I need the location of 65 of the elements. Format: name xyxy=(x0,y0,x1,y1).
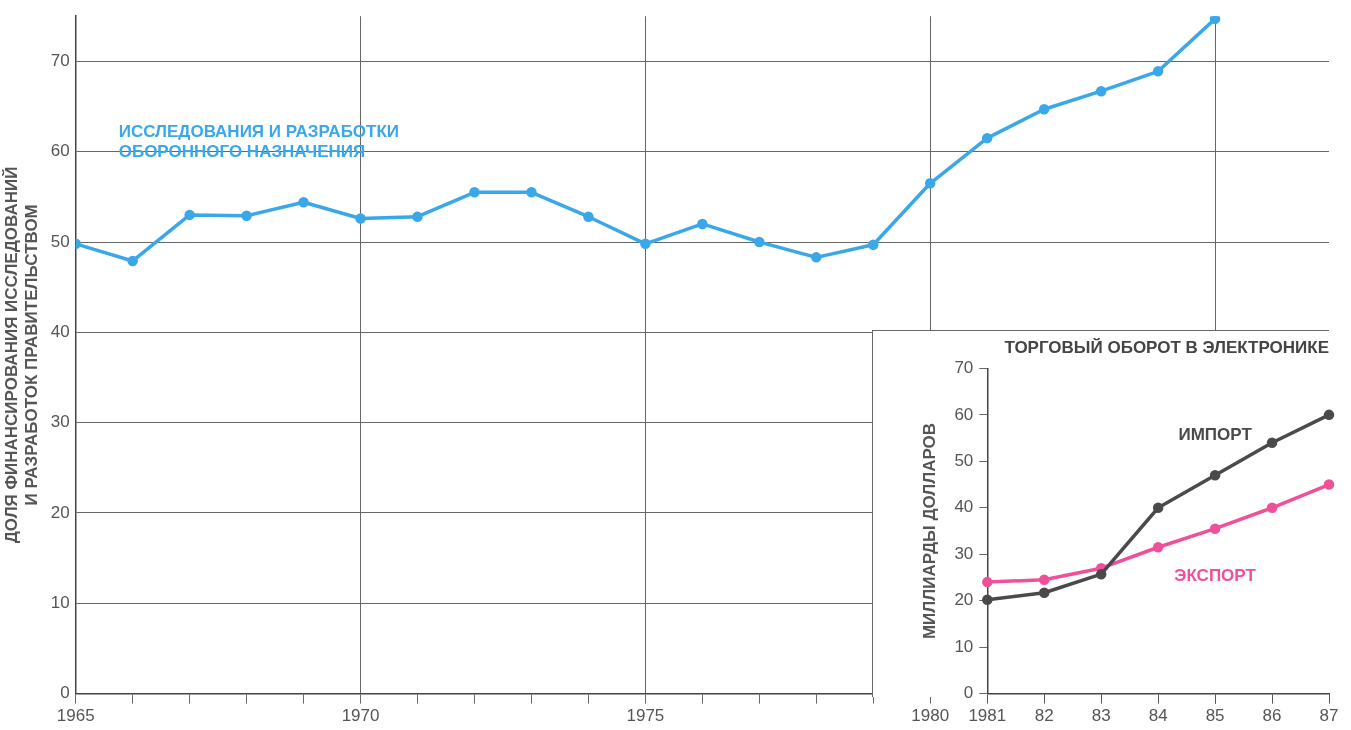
y-axis-title: МИЛЛИАРДЫ ДОЛЛАРОВ xyxy=(919,422,939,640)
x-tick-label: 84 xyxy=(1148,706,1168,726)
y-tick-label: 60 xyxy=(50,141,70,161)
x-tick-label: 1981 xyxy=(968,706,1007,726)
x-tick-label: 87 xyxy=(1319,706,1339,726)
y-tick-label: 40 xyxy=(954,497,974,517)
x-tick-label: 82 xyxy=(1034,706,1054,726)
point xyxy=(811,252,822,263)
point xyxy=(1038,103,1050,115)
point xyxy=(241,210,252,222)
point xyxy=(1323,409,1335,421)
x-tick-label: 1975 xyxy=(626,706,665,726)
x-tick-label: 83 xyxy=(1091,706,1111,726)
x-tick-label: 86 xyxy=(1262,706,1282,726)
y-tick-label: 50 xyxy=(954,451,974,470)
point xyxy=(1095,85,1107,97)
point xyxy=(982,594,993,606)
y-tick-label: 70 xyxy=(954,358,974,378)
chart-title: ТОРГОВЫЙ ОБОРОТ В ЭЛЕКТРОНИКЕ xyxy=(1004,337,1329,357)
y-tick-label: 30 xyxy=(954,543,974,563)
point xyxy=(1323,479,1335,490)
point xyxy=(583,211,594,222)
point xyxy=(1152,542,1164,553)
y-tick-label: 50 xyxy=(50,231,70,251)
y-tick-label: 10 xyxy=(954,636,974,656)
y-axis-title: ДОЛЯ ФИНАНСИРОВАНИЯ ИССЛЕДОВАНИЙ И РАЗРАБОТОК ПРАВИТЕЛЬСТВОМ xyxy=(1,166,42,544)
point xyxy=(1209,523,1221,534)
x-tick-label: 85 xyxy=(1205,706,1225,726)
y-tick-label: 20 xyxy=(50,502,70,522)
y-tick-label: 0 xyxy=(963,683,974,703)
x-tick-label: 1970 xyxy=(341,706,380,726)
point xyxy=(526,187,537,198)
point xyxy=(1039,574,1050,586)
point xyxy=(1209,470,1221,481)
point xyxy=(298,197,309,208)
point xyxy=(412,211,423,222)
point xyxy=(1266,502,1278,514)
y-tick-label: 70 xyxy=(50,51,70,71)
point xyxy=(1266,437,1278,448)
point xyxy=(1152,66,1164,77)
y-tick-label: 20 xyxy=(954,590,974,610)
point xyxy=(697,218,708,230)
point xyxy=(981,132,993,144)
y-tick-label: 10 xyxy=(50,592,70,612)
x-tick-label: 1965 xyxy=(56,706,95,726)
y-tick-label: 30 xyxy=(50,412,70,432)
point xyxy=(127,255,138,267)
y-tick-label: 40 xyxy=(50,322,70,342)
point xyxy=(355,213,366,224)
series-label: ИМПОРТ xyxy=(1178,424,1253,444)
point xyxy=(1152,502,1164,514)
y-tick-label: 0 xyxy=(60,683,70,703)
point xyxy=(469,187,480,198)
point xyxy=(1039,587,1050,599)
point xyxy=(1095,568,1107,580)
point xyxy=(1209,16,1221,25)
point xyxy=(640,238,651,250)
y-tick-label: 60 xyxy=(954,404,974,424)
point xyxy=(184,209,195,221)
point xyxy=(924,178,936,189)
point xyxy=(754,236,765,248)
point xyxy=(868,239,879,250)
series-label: ЭКСПОРТ xyxy=(1174,566,1257,586)
point xyxy=(982,576,993,588)
x-tick-label: 1980 xyxy=(911,706,950,726)
